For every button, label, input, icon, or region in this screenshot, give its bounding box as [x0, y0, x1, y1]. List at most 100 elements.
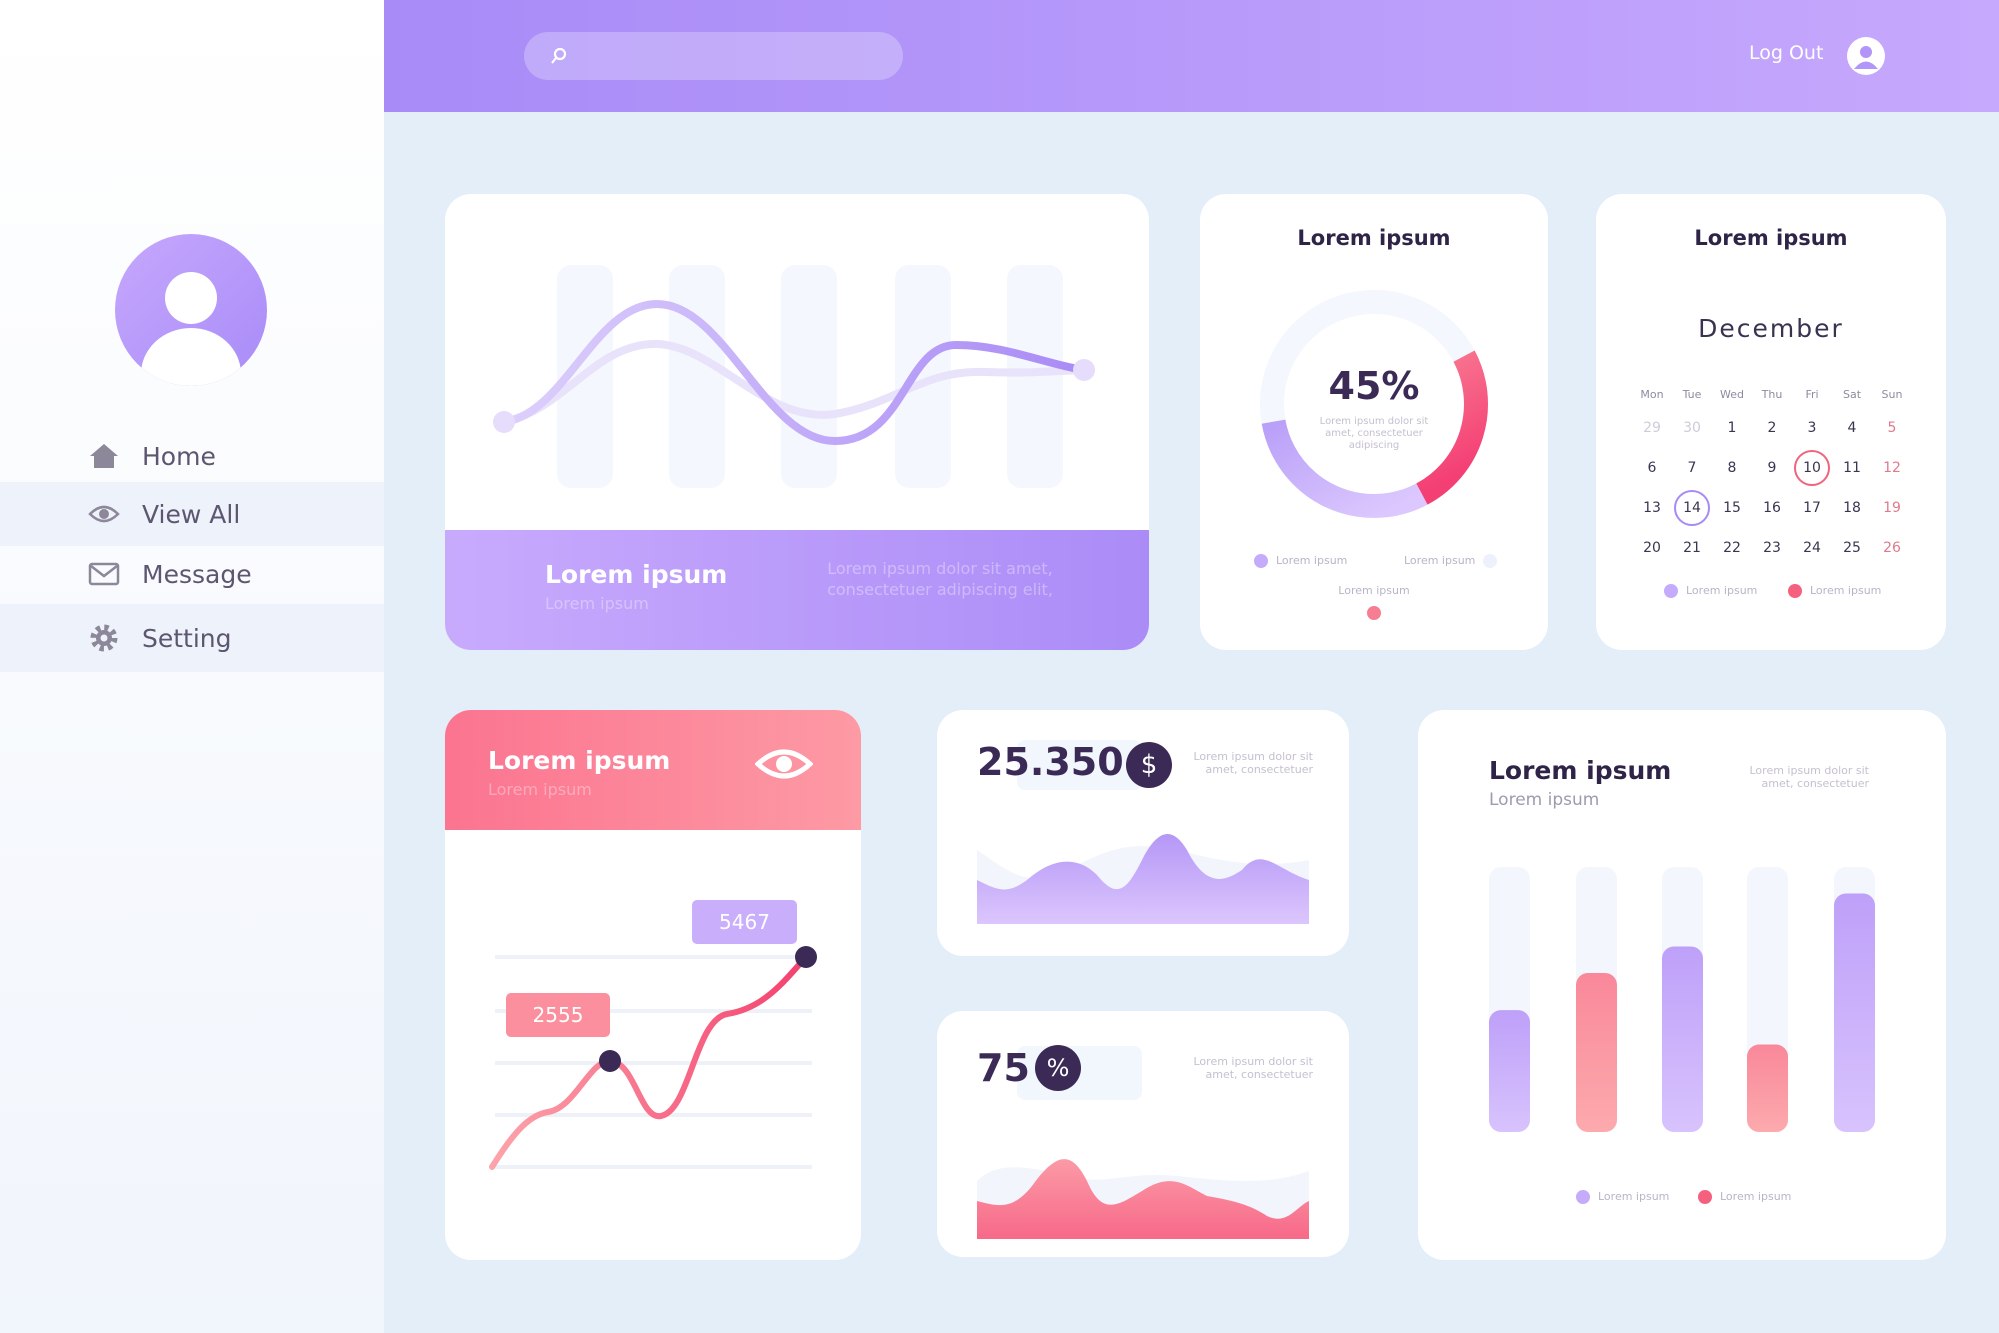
chart-column [895, 265, 951, 488]
bar-3[interactable] [1662, 946, 1703, 1133]
calendar-day[interactable]: 26 [1883, 540, 1901, 556]
calendar-day[interactable]: 22 [1723, 540, 1741, 556]
calendar-day[interactable]: 21 [1683, 540, 1701, 556]
legend-item: Lorem ipsum [1698, 1190, 1791, 1204]
donut-description: Lorem ipsum dolor sit amet, consectetuer… [1319, 416, 1429, 451]
legend-item: Lorem ipsum [1404, 554, 1498, 568]
weekday-label: Tue [1682, 387, 1702, 401]
calendar-grid: Mon Tue Wed Thu Fri Sat Sun 29 30 1 2 3 4 5 6 7 8 9 10 11 12… [1632, 380, 1912, 568]
calendar-day[interactable]: 10 [1794, 450, 1830, 486]
calendar-day[interactable]: 16 [1763, 500, 1781, 516]
bar-1[interactable] [1489, 1010, 1530, 1132]
bar-chart [1489, 867, 1875, 1133]
calendar-day[interactable]: 7 [1687, 460, 1697, 476]
bar-chart-description: Lorem ipsum dolor sit amet, consectetuer [1749, 764, 1870, 790]
calendar-day[interactable]: 12 [1883, 460, 1901, 476]
sidebar-item-home[interactable]: Home [0, 424, 384, 488]
home-icon [90, 444, 118, 468]
logout-button[interactable]: Log Out [1749, 42, 1824, 64]
trend-subtitle: Lorem ipsum [545, 594, 649, 613]
legend-item: Lorem ipsum [1788, 584, 1881, 598]
gear-icon [90, 624, 118, 652]
calendar-day[interactable]: 30 [1683, 420, 1701, 436]
calendar-day[interactable]: 1 [1727, 420, 1737, 436]
revenue-stat-card: 25.350 $ Lorem ipsum dolor sit amet, con… [937, 710, 1349, 956]
calendar-day[interactable]: 29 [1643, 420, 1661, 436]
calendar-day[interactable]: 14 [1674, 490, 1710, 526]
calendar-title: Lorem ipsum [1694, 226, 1848, 250]
eye-icon[interactable] [755, 744, 813, 784]
percent-description: Lorem ipsum dolor sit amet, consectetuer [1193, 1055, 1314, 1081]
data-label-high: 5467 [719, 910, 770, 934]
calendar-day[interactable]: 3 [1807, 420, 1817, 436]
calendar-day[interactable]: 24 [1803, 540, 1821, 556]
donut-title: Lorem ipsum [1297, 226, 1451, 250]
calendar-day[interactable]: 25 [1843, 540, 1861, 556]
chart-column [1007, 265, 1063, 488]
bar-chart-title: Lorem ipsum [1489, 756, 1672, 785]
legend-dot [1664, 584, 1678, 598]
sidebar-item-label: Setting [142, 623, 232, 653]
search-icon[interactable] [550, 47, 568, 65]
calendar-day[interactable]: 5 [1887, 420, 1897, 436]
weekday-label: Thu [1761, 387, 1783, 401]
data-point[interactable] [599, 1050, 621, 1072]
profile-avatar[interactable] [115, 234, 267, 386]
sidebar-item-view-all[interactable]: View All [0, 482, 384, 546]
user-avatar-icon[interactable] [1846, 36, 1886, 76]
data-point[interactable] [795, 946, 817, 968]
calendar-day[interactable]: 2 [1767, 420, 1777, 436]
data-label-low: 2555 [532, 1003, 584, 1027]
calendar-day[interactable]: 4 [1847, 420, 1857, 436]
bar-4[interactable] [1747, 1044, 1788, 1132]
calendar-day[interactable]: 23 [1763, 540, 1781, 556]
bar-2[interactable] [1576, 973, 1617, 1132]
growth-title: Lorem ipsum [488, 746, 671, 775]
sidebar-item-label: Home [142, 441, 216, 471]
calendar-day[interactable]: 6 [1647, 460, 1657, 476]
weekday-label: Sat [1842, 387, 1862, 401]
calendar-day[interactable]: 13 [1643, 500, 1661, 516]
sidebar-item-message[interactable]: Message [0, 542, 384, 606]
calendar-day[interactable]: 20 [1643, 540, 1661, 556]
calendar-month: December [1698, 314, 1844, 343]
calendar-day[interactable]: 8 [1727, 460, 1737, 476]
calendar-day[interactable]: 15 [1723, 500, 1741, 516]
legend-dot [1788, 584, 1802, 598]
mail-icon [88, 562, 120, 586]
calendar-day[interactable]: 18 [1843, 500, 1861, 516]
calendar-day[interactable]: 9 [1767, 460, 1777, 476]
donut-value: 45% [1328, 364, 1420, 408]
revenue-description: Lorem ipsum dolor sit amet, consectetuer [1193, 750, 1314, 776]
legend-item: Lorem ipsum [1254, 554, 1347, 568]
sidebar-item-setting[interactable]: Setting [0, 604, 384, 672]
area-series [977, 1159, 1309, 1239]
search-input[interactable] [524, 32, 903, 80]
area-series [977, 833, 1309, 924]
weekday-label: Fri [1805, 387, 1819, 401]
legend-dot [1367, 606, 1381, 620]
percent-stat-card: 75 % Lorem ipsum dolor sit amet, consect… [937, 1011, 1349, 1257]
top-header: Log Out [384, 0, 1999, 112]
percent-icon: % [1035, 1045, 1081, 1091]
donut-chart [1260, 290, 1488, 518]
eye-icon [88, 505, 120, 523]
legend-dot [1254, 554, 1268, 568]
weekday-label: Wed [1720, 387, 1744, 401]
calendar-day[interactable]: 19 [1883, 500, 1901, 516]
donut-segment-purple [1260, 290, 1488, 518]
sidebar: Home View All Message Setting [0, 0, 384, 1333]
label-box-low [506, 993, 610, 1037]
revenue-value: 25.350 [977, 740, 1124, 784]
sidebar-item-label: View All [142, 499, 241, 529]
calendar-day[interactable]: 17 [1803, 500, 1821, 516]
line-end-point [1073, 359, 1095, 381]
chart-column [669, 265, 725, 488]
line-start-point [493, 411, 515, 433]
bar-5[interactable] [1834, 893, 1875, 1133]
growth-line [489, 954, 809, 1170]
trend-line-chart [493, 265, 1095, 488]
secondary-line [500, 339, 1088, 426]
growth-subtitle: Lorem ipsum [488, 780, 592, 799]
calendar-day[interactable]: 11 [1843, 460, 1861, 476]
